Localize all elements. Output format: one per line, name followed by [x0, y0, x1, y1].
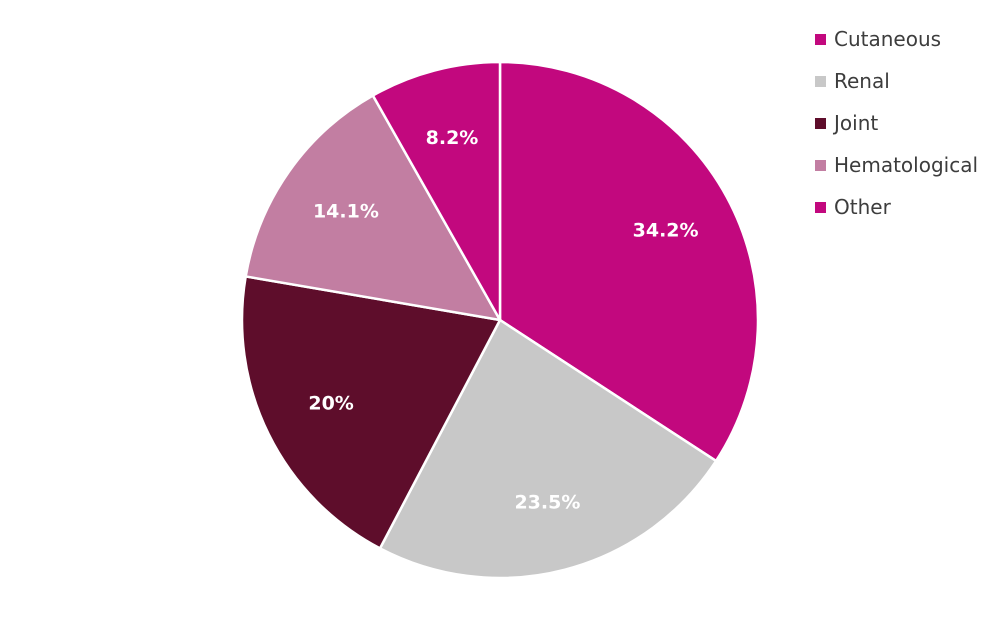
legend-label: Joint — [834, 111, 879, 135]
legend-item-cutaneous[interactable]: Cutaneous — [815, 18, 978, 60]
legend-swatch — [815, 159, 826, 171]
legend-label: Cutaneous — [834, 27, 942, 51]
legend: Cutaneous Renal Joint Hematological Othe… — [815, 18, 978, 228]
legend-swatch — [815, 75, 826, 87]
pie-slices — [240, 60, 760, 580]
legend-item-joint[interactable]: Joint — [815, 102, 978, 144]
legend-item-renal[interactable]: Renal — [815, 60, 978, 102]
legend-swatch — [815, 33, 826, 45]
pie-slice-labels: 34.2% 23.5% 20% 14.1% 8.2% — [308, 127, 698, 513]
slice-label-joint: 20% — [308, 392, 353, 414]
legend-label: Other — [834, 195, 891, 219]
legend-item-hematological[interactable]: Hematological — [815, 144, 978, 186]
legend-swatch — [815, 201, 826, 213]
legend-label: Renal — [834, 69, 890, 93]
pie-slice-other[interactable] — [371, 60, 502, 322]
pie-slice-joint[interactable] — [240, 275, 502, 550]
slice-label-cutaneous: 34.2% — [633, 219, 699, 241]
legend-swatch — [815, 117, 826, 129]
pie-slice-renal[interactable] — [378, 318, 718, 580]
legend-label: Hematological — [834, 153, 979, 177]
slice-label-renal: 23.5% — [514, 491, 580, 513]
legend-item-other[interactable]: Other — [815, 186, 978, 228]
slice-label-other: 8.2% — [426, 127, 479, 149]
slice-label-hematological: 14.1% — [313, 201, 379, 223]
pie-slice-hematological[interactable] — [244, 94, 502, 322]
